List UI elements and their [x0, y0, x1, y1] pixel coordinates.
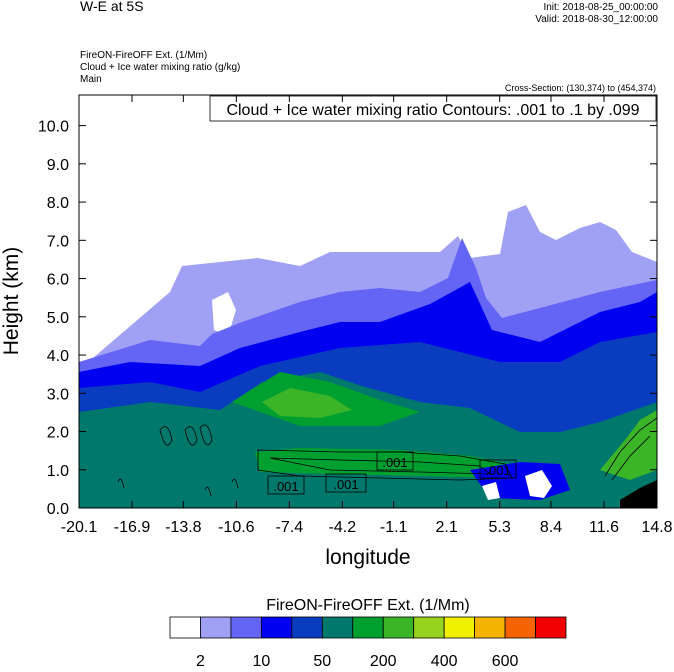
colorbar-label: 400 — [431, 653, 458, 667]
contour-label: .001 — [333, 477, 358, 492]
colorbar-box — [291, 616, 323, 639]
y-tick-label: 8.0 — [47, 195, 69, 212]
init-time: Init: 2018-08-25_00:00:00 — [543, 2, 658, 13]
x-tick-label: 5.3 — [489, 519, 511, 536]
subtitle: Cloud + Ice water mixing ratio (g/kg) — [80, 62, 240, 73]
x-tick-label: -1.1 — [380, 519, 408, 536]
x-tick-label: 11.6 — [589, 519, 619, 536]
colorbar-label: 600 — [492, 653, 519, 667]
filled-field — [79, 205, 657, 508]
subtitle: Main — [80, 74, 102, 85]
colorbar-label: 50 — [313, 653, 331, 667]
colorbar-box — [200, 616, 232, 639]
colorbar-title: FireON-FireOFF Ext. (1/Mm) — [266, 597, 470, 614]
colorbar-box — [504, 616, 536, 639]
contour-legend: Cloud + Ice water mixing ratio Contours:… — [226, 102, 639, 119]
y-tick-label: 0.0 — [47, 501, 69, 518]
colorbar-label: 2 — [196, 653, 205, 667]
field-region — [212, 292, 236, 336]
x-tick-label: -16.9 — [114, 519, 151, 536]
y-tick-label: 1.0 — [47, 463, 69, 480]
y-axis-label: Height (km) — [0, 247, 23, 356]
colorbar-box — [352, 616, 384, 639]
colorbar-label: 10 — [252, 653, 270, 667]
field-region — [600, 410, 657, 480]
valid-time: Valid: 2018-08-30_12:00:00 — [535, 14, 658, 25]
x-tick-label: -10.6 — [218, 519, 255, 536]
field-region — [262, 388, 352, 418]
x-tick-label: -4.2 — [329, 519, 357, 536]
contour-label: .001 — [485, 463, 510, 478]
colorbar-box — [443, 616, 476, 639]
y-tick-label: 4.0 — [47, 348, 69, 365]
colorbar-box — [535, 616, 567, 639]
x-axis-label: longitude — [325, 546, 410, 569]
x-tick-label: -7.4 — [276, 519, 304, 536]
plot-frame — [78, 94, 658, 509]
contour-label: .001 — [382, 455, 407, 470]
field-region — [482, 482, 500, 500]
y-tick-label: 7.0 — [47, 233, 69, 250]
y-tick-label: 3.0 — [47, 386, 69, 403]
y-tick-label: 2.0 — [47, 425, 69, 442]
x-tick-label: 8.4 — [540, 519, 562, 536]
field-region — [255, 448, 510, 478]
colorbar-label: 200 — [370, 653, 397, 667]
colorbar-box — [169, 616, 201, 639]
subtitle: FireON-FireOFF Ext. (1/Mm) — [80, 50, 207, 61]
x-tick-label: 2.1 — [436, 519, 458, 536]
colorbar-box — [230, 616, 262, 639]
colorbar-box — [260, 616, 293, 639]
x-tick-label: -13.8 — [165, 519, 202, 536]
y-tick-label: 10.0 — [38, 119, 69, 136]
colorbar-box — [474, 616, 506, 639]
cross-section: Cross-Section: (130,374) to (454,374) — [505, 83, 656, 93]
contour-legend-box — [209, 95, 657, 122]
chart-title: W-E at 5S — [80, 0, 144, 14]
y-tick-label: 5.0 — [47, 310, 69, 327]
contour-label: .001 — [273, 479, 298, 494]
y-tick-label: 6.0 — [47, 272, 69, 289]
colorbar-box — [413, 616, 445, 639]
x-tick-label: -20.1 — [61, 519, 98, 536]
field-region — [620, 480, 657, 508]
colorbar-box — [382, 616, 415, 639]
colorbar-box — [321, 616, 354, 639]
contour-label-boxes — [267, 451, 517, 495]
field-region — [525, 470, 552, 498]
x-tick-label: 14.8 — [641, 519, 672, 536]
y-tick-label: 9.0 — [47, 157, 69, 174]
